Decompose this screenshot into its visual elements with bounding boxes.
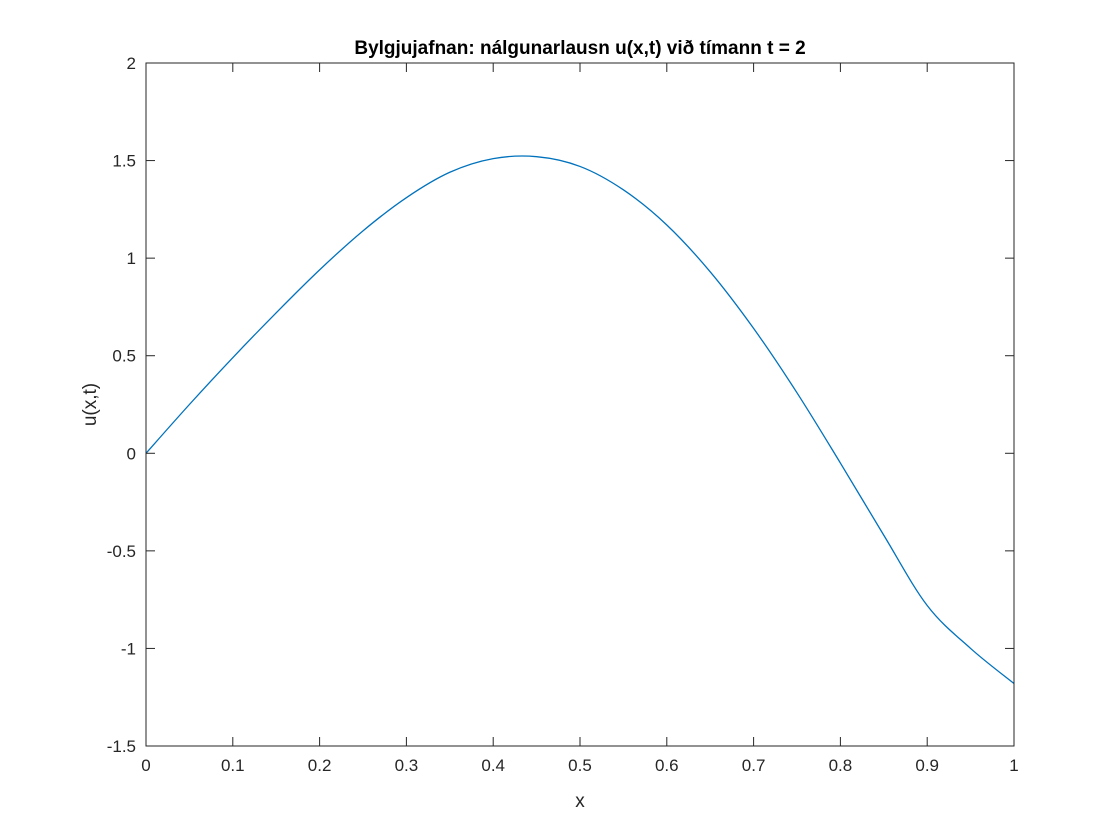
y-tick-label: -0.5: [107, 542, 136, 561]
y-tick-label: -1: [121, 639, 136, 658]
x-tick-label: 0.6: [655, 756, 679, 775]
x-tick-label: 0.3: [395, 756, 419, 775]
x-ticks: 0 0.1 0.2 0.3 0.4 0.5 0.6 0.7 0.8 0.9 1: [141, 63, 1019, 775]
y-tick-label: 2: [127, 54, 136, 73]
x-tick-label: 1: [1009, 756, 1018, 775]
x-tick-label: 0.1: [221, 756, 245, 775]
y-tick-label: 0: [127, 444, 136, 463]
x-tick-label: 0.7: [742, 756, 766, 775]
y-tick-label: 1.5: [112, 152, 136, 171]
x-tick-label: 0.9: [915, 756, 939, 775]
y-tick-label: -1.5: [107, 737, 136, 756]
x-tick-label: 0.4: [481, 756, 505, 775]
chart-title: Bylgjujafnan: nálgunarlausn u(x,t) við t…: [354, 38, 805, 59]
y-tick-label: 0.5: [112, 347, 136, 366]
x-tick-label: 0.5: [568, 756, 592, 775]
y-tick-label: 1: [127, 249, 136, 268]
y-axis-label: u(x,t): [80, 383, 101, 426]
x-tick-label: 0.2: [308, 756, 332, 775]
x-tick-label: 0: [141, 756, 150, 775]
x-tick-label: 0.8: [829, 756, 853, 775]
plot-area: [146, 63, 1014, 746]
series-group: [145, 155, 1015, 685]
series-line-0: [145, 155, 1015, 685]
x-axis-label: x: [575, 791, 585, 812]
y-ticks: -1.5 -1 -0.5 0 0.5 1 1.5 2: [107, 54, 1014, 756]
